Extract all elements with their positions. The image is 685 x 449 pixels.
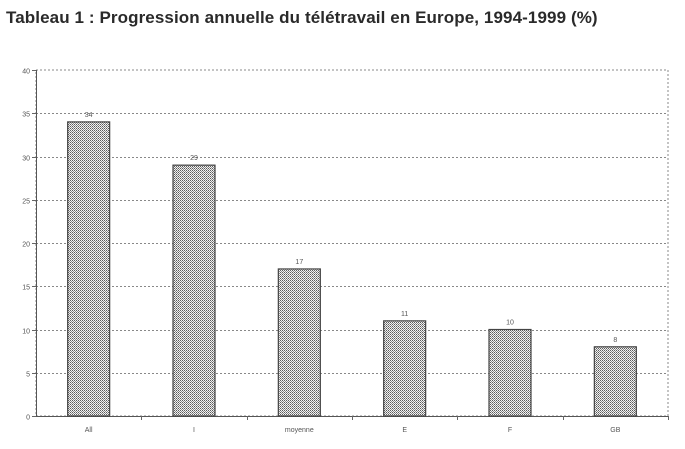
x-tick-label: F [508,427,512,434]
y-tick-label: 20 [22,242,30,249]
x-tick-label: All [85,427,93,434]
data-label: 29 [190,155,198,162]
y-tick-label: 10 [22,329,30,336]
plot-area: 0 5 10 15 20 25 30 35 40 34 All 29 I 17 moyenne 11 E 10 F 8… [22,69,669,434]
bar-moyenne [277,268,321,417]
y-tick-label: 30 [22,156,30,163]
data-label: 17 [295,259,303,266]
y-tick-label: 25 [22,199,30,206]
bar-f [488,328,532,417]
bar-e [383,320,427,417]
chart-title: Tableau 1 : Progression annuelle du télé… [6,8,598,27]
x-tick-label: E [402,427,407,434]
x-tick-label: I [193,427,195,434]
bar-i [172,164,216,417]
bar-all [67,121,111,417]
data-label: 34 [85,112,93,119]
y-tick-label: 0 [26,415,30,422]
x-tick-label: moyenne [285,427,314,434]
x-tick-label: GB [610,427,620,434]
y-tick-label: 35 [22,112,30,119]
bar-gb [593,346,637,417]
y-tick-label: 5 [26,372,30,379]
y-tick-label: 40 [22,69,30,76]
data-label: 11 [401,311,408,318]
y-tick-label: 15 [22,285,30,292]
data-label: 8 [613,337,617,344]
data-label: 10 [506,320,514,327]
